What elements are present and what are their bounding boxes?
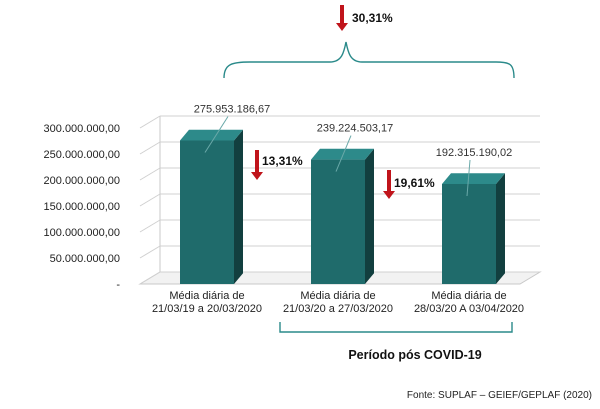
- gridline-depth: [139, 245, 161, 259]
- y-tick-label: 200.000.000,00: [44, 175, 120, 187]
- bar-front: [180, 140, 234, 284]
- step-change-label: 19,61%: [394, 176, 435, 190]
- data-label: 239.224.503,17: [317, 123, 393, 135]
- y-tick-label: -: [116, 279, 120, 291]
- gridline-depth: [139, 219, 161, 233]
- y-tick-label: 100.000.000,00: [44, 227, 120, 239]
- bars: [180, 129, 505, 284]
- x-tick-label: 21/03/20 a 27/03/2020: [283, 303, 393, 315]
- data-label-leader: [466, 159, 471, 197]
- gridline-depth: [139, 167, 161, 181]
- source-note: Fonte: SUPLAF – GEIEF/GEPLAF (2020): [407, 390, 592, 401]
- gridline-depth: [139, 271, 161, 285]
- bar: [180, 129, 243, 284]
- arrow-head: [251, 172, 263, 180]
- down-arrow-icon: [251, 150, 263, 180]
- gridline-depth: [139, 193, 161, 207]
- bar-side: [496, 173, 505, 284]
- top-brace: [223, 41, 515, 79]
- y-tick-label: 300.000.000,00: [44, 123, 120, 135]
- period-label: Período pós COVID-19: [348, 348, 481, 362]
- bar: [311, 148, 374, 284]
- bar-front: [442, 183, 496, 284]
- x-tick-label: Média diária de: [300, 290, 375, 302]
- gridline-depth: [139, 141, 161, 155]
- down-arrow-icon: [383, 170, 395, 199]
- step-change-label: 13,31%: [262, 154, 303, 168]
- y-tick-label: 50.000.000,00: [50, 253, 120, 265]
- data-label-leader: [335, 135, 352, 172]
- x-tick-label: Média diária de: [169, 290, 244, 302]
- bar-top: [442, 173, 505, 184]
- x-tick-label: 28/03/20 A 03/04/2020: [414, 303, 524, 315]
- gridline-depth: [139, 115, 161, 129]
- y-tick-label: 150.000.000,00: [44, 201, 120, 213]
- bar: [442, 173, 505, 284]
- y-axis: - 50.000.000,00 100.000.000,00 150.000.000,…: [44, 123, 121, 291]
- data-label-leader: [204, 116, 229, 153]
- arrow-shaft: [340, 5, 344, 24]
- bar-top: [311, 148, 374, 160]
- arrow-shaft: [387, 170, 391, 192]
- bar-front: [311, 159, 365, 284]
- total-change-label: 30,31%: [352, 11, 393, 25]
- x-tick-label: Média diária de: [431, 290, 506, 302]
- bar-side: [234, 129, 243, 284]
- bar-top: [180, 129, 243, 141]
- down-arrow-icon: [336, 5, 348, 31]
- arrow-shaft: [255, 150, 259, 173]
- data-labels: 275.953.186,67 239.224.503,17 192.315.190,…: [194, 104, 512, 197]
- period-bracket: [279, 322, 513, 333]
- annotations: 30,31% 13,31% 19,61% Período pós COVID-19: [223, 5, 515, 362]
- bar-side: [365, 148, 374, 284]
- data-label: 275.953.186,67: [194, 104, 270, 116]
- x-tick-label: 21/03/19 a 20/03/2020: [152, 303, 262, 315]
- data-label: 192.315.190,02: [436, 147, 512, 159]
- y-tick-label: 250.000.000,00: [44, 149, 120, 161]
- arrow-head: [383, 191, 395, 199]
- arrow-head: [336, 23, 348, 31]
